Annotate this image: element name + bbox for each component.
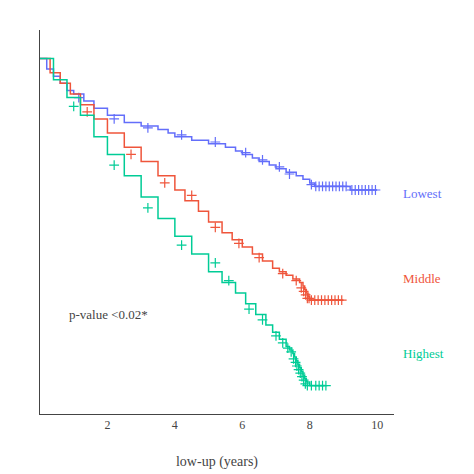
svg-text:8: 8 <box>307 418 313 432</box>
svg-text:Middle: Middle <box>403 271 441 286</box>
svg-text:low-up (years): low-up (years) <box>176 454 258 470</box>
svg-text:Highest: Highest <box>403 346 444 361</box>
svg-text:4: 4 <box>172 418 178 432</box>
svg-text:2: 2 <box>104 418 110 432</box>
svg-text:Lowest: Lowest <box>403 186 442 201</box>
svg-text:10: 10 <box>371 418 383 432</box>
svg-text:p-value <0.02*: p-value <0.02* <box>69 307 148 322</box>
svg-text:6: 6 <box>239 418 245 432</box>
